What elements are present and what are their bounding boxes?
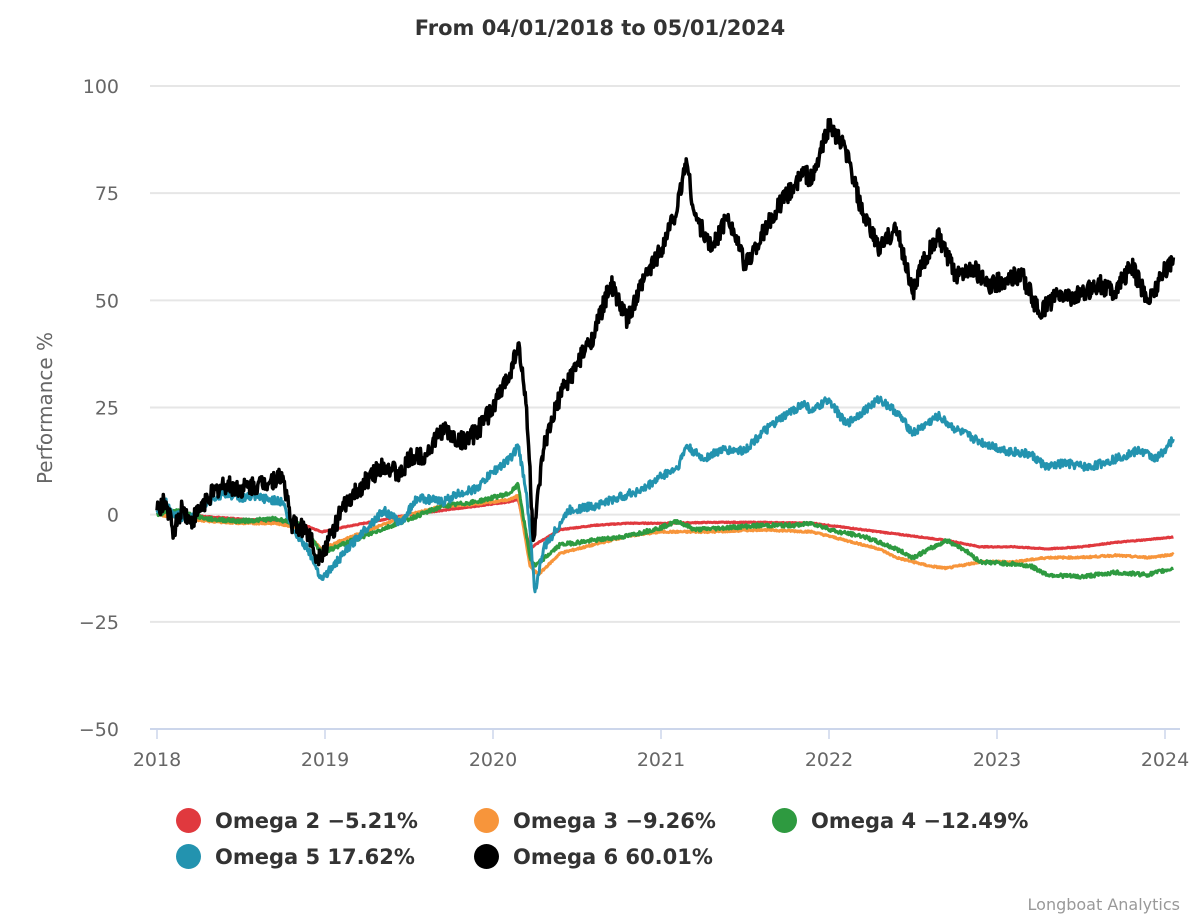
y-tick-label: 50	[95, 290, 119, 312]
x-tick-label: 2019	[301, 749, 349, 771]
series-lines	[155, 117, 1176, 594]
y-tick-label: −25	[79, 612, 119, 634]
y-tick-label: 75	[95, 183, 119, 205]
x-tick-label: 2024	[1141, 749, 1189, 771]
legend-marker-icon	[474, 844, 499, 869]
legend-label: Omega 4 −12.49%	[811, 808, 1029, 833]
legend-label: Omega 3 −9.26%	[513, 808, 716, 833]
legend-item-omega-2[interactable]: Omega 2 −5.21%	[176, 808, 418, 833]
x-tick-label: 2023	[973, 749, 1021, 771]
legend-item-omega-4[interactable]: Omega 4 −12.49%	[772, 808, 1028, 833]
legend-marker-icon	[474, 808, 499, 833]
y-tick-label: 100	[83, 76, 119, 98]
x-tick-label: 2020	[469, 749, 517, 771]
legend-item-omega-3[interactable]: Omega 3 −9.26%	[474, 808, 716, 833]
y-tick-label: 25	[95, 398, 119, 420]
y-axis-label: Performance %	[33, 332, 57, 484]
x-tick-label: 2022	[805, 749, 853, 771]
y-tick-label: 0	[107, 505, 119, 527]
legend-item-omega-6[interactable]: Omega 6 60.01%	[474, 844, 713, 869]
x-axis: 2018 2019 2020 2021 2022 2023 2024	[133, 728, 1189, 771]
x-tick-label: 2021	[637, 749, 685, 771]
legend-item-omega-5[interactable]: Omega 5 17.62%	[176, 844, 415, 869]
credit-link[interactable]: Longboat Analytics	[1027, 895, 1180, 914]
legend-label: Omega 5 17.62%	[215, 844, 415, 869]
y-axis-ticks: 100 75 50 25 0 −25 −50	[79, 76, 119, 741]
gridlines	[150, 85, 1180, 623]
legend-label: Omega 6 60.01%	[513, 844, 713, 869]
y-tick-label: −50	[79, 719, 119, 741]
chart-title: From 04/01/2018 to 05/01/2024	[414, 16, 786, 40]
legend-label: Omega 2 −5.21%	[215, 808, 418, 833]
legend-marker-icon	[176, 808, 201, 833]
series-line-omega-6[interactable]	[155, 117, 1176, 567]
legend-marker-icon	[176, 844, 201, 869]
x-tick-label: 2018	[133, 749, 181, 771]
legend-marker-icon	[772, 808, 797, 833]
series-line-omega-5[interactable]	[155, 395, 1175, 594]
